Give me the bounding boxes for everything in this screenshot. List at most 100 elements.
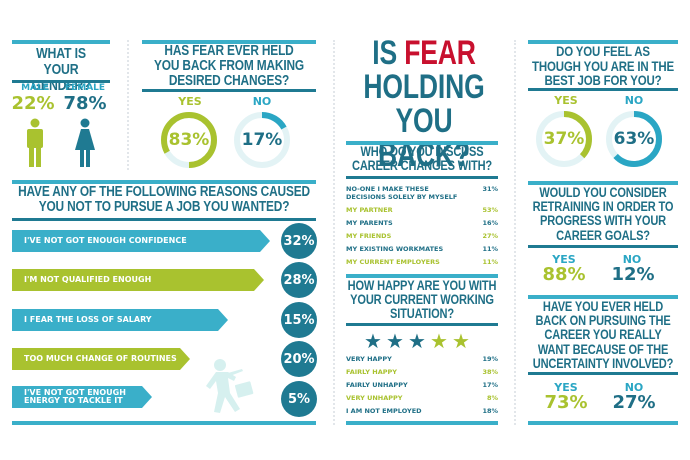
row-value: 38% <box>482 368 498 376</box>
top-rule <box>528 295 678 299</box>
row-label: I AM NOT EMPLOYED <box>346 407 422 415</box>
top-rule <box>12 180 316 184</box>
row-value: 18% <box>482 407 498 415</box>
column-divider <box>514 40 516 425</box>
no-label: NO <box>252 95 272 108</box>
divider-rule <box>12 80 110 83</box>
yes-label: YES <box>552 253 576 266</box>
top-rule <box>12 40 110 44</box>
row-label: MY FRIENDS <box>346 232 392 240</box>
male-value: 22% <box>11 93 55 114</box>
no-value: 27% <box>612 392 656 413</box>
walking-businessman-icon <box>206 359 254 413</box>
reason-value-badge: 15% <box>281 302 317 338</box>
reason-label: I'VE NOT GOT ENOUGH ENERGY TO TACKLE IT <box>24 388 126 405</box>
female-person-icon <box>75 118 95 167</box>
happy-row: VERY HAPPY 19% <box>346 355 498 363</box>
row-value: 8% <box>486 394 498 402</box>
row-label: NO-ONE I MAKE THESE DECISIONS SOLELY BY … <box>346 185 458 202</box>
no-value: 63% <box>613 129 655 149</box>
row-value: 17% <box>482 381 498 389</box>
row-value: 53% <box>482 206 498 214</box>
star-icon: ★ <box>430 329 448 353</box>
reason-bar-qualified: I'M NOT QUALIFIED ENOUGH <box>12 269 264 291</box>
no-value: 12% <box>611 264 655 285</box>
top-rule <box>528 181 678 185</box>
row-value: 11% <box>482 258 498 266</box>
yes-value: 88% <box>542 264 586 285</box>
star-icon: ★ <box>408 329 426 353</box>
row-label: VERY UNHAPPY <box>346 394 403 402</box>
yes-value: 83% <box>168 130 210 150</box>
row-value: 27% <box>482 232 498 240</box>
best-job-question: DO YOU FEEL AS THOUGH YOU ARE IN THE BES… <box>532 43 674 89</box>
top-rule <box>142 40 316 44</box>
happy-row: FAIRLY UNHAPPY 17% <box>346 381 498 389</box>
discuss-row: MY FRIENDS 27% <box>346 232 498 240</box>
title-line-1: IS FEAR <box>351 36 498 70</box>
no-label: NO <box>624 381 644 394</box>
row-label: MY CURRENT EMPLOYERS <box>346 258 440 266</box>
discuss-row: MY PARTNER 53% <box>346 206 498 214</box>
row-label: FAIRLY HAPPY <box>346 368 397 376</box>
yes-donut-chart: 37% <box>535 110 593 168</box>
yes-label: YES <box>178 95 202 108</box>
yes-value: 73% <box>544 392 588 413</box>
yes-label: YES <box>554 94 578 107</box>
uncertainty-question: HAVE YOU EVER HELD BACK ON PURSUING THE … <box>532 299 674 371</box>
retraining-question: WOULD YOU CONSIDER RETRAINING IN ORDER T… <box>532 185 674 243</box>
no-label: NO <box>622 253 642 266</box>
column-divider <box>333 40 335 425</box>
discuss-question: WHO DO YOU DISCUSS CAREER CHANGES WITH? <box>351 144 493 174</box>
divider-rule <box>528 88 678 91</box>
happy-question: HOW HAPPY ARE YOU WITH YOUR CURRENT WORK… <box>347 278 497 322</box>
row-label: MY PARENTS <box>346 219 393 227</box>
reason-bar-salary: I FEAR THE LOSS OF SALARY <box>12 309 228 331</box>
star-icon: ★ <box>452 329 470 353</box>
reason-value-badge: 32% <box>281 223 317 259</box>
yes-value: 37% <box>543 129 585 149</box>
reason-label: I FEAR THE LOSS OF SALARY <box>24 315 152 324</box>
divider-rule <box>142 89 316 92</box>
top-rule <box>346 274 498 278</box>
female-value: 78% <box>63 93 107 114</box>
reason-bar-routines: TOO MUCH CHANGE OF ROUTINES <box>12 348 190 370</box>
row-label: MY PARTNER <box>346 206 393 214</box>
top-rule <box>346 141 498 145</box>
star-icon: ★ <box>364 329 382 353</box>
row-label: VERY HAPPY <box>346 355 392 363</box>
discuss-row: MY CURRENT EMPLOYERS 11% <box>346 258 498 266</box>
happy-row: FAIRLY HAPPY 38% <box>346 368 498 376</box>
happy-row: I AM NOT EMPLOYED 18% <box>346 407 498 415</box>
happy-row: VERY UNHAPPY 8% <box>346 394 498 402</box>
row-label: MY EXISTING WORKMATES <box>346 245 444 253</box>
reason-label: I'VE NOT GOT ENOUGH CONFIDENCE <box>24 236 187 245</box>
reason-value-badge: 28% <box>281 262 317 298</box>
reason-label: I'M NOT QUALIFIED ENOUGH <box>24 275 152 284</box>
top-rule <box>528 40 678 44</box>
discuss-row: NO-ONE I MAKE THESE DECISIONS SOLELY BY … <box>346 185 498 201</box>
bottom-rule <box>528 421 678 425</box>
reason-bar-energy: I'VE NOT GOT ENOUGH ENERGY TO TACKLE IT <box>12 386 152 408</box>
no-donut-chart: 63% <box>605 110 663 168</box>
divider-rule <box>346 176 498 179</box>
divider-rule <box>528 245 678 248</box>
row-value: 31% <box>482 185 498 193</box>
title-fear-word: FEAR <box>404 34 476 72</box>
divider-rule <box>12 218 316 221</box>
male-label: MALE <box>21 83 49 93</box>
row-value: 11% <box>482 245 498 253</box>
male-person-icon <box>27 118 43 167</box>
no-label: NO <box>624 94 644 107</box>
discuss-row: MY EXISTING WORKMATES 11% <box>346 245 498 253</box>
discuss-row: MY PARENTS 16% <box>346 219 498 227</box>
row-value: 16% <box>482 219 498 227</box>
bottom-rule <box>346 421 498 425</box>
column-divider <box>127 40 129 170</box>
title-line-2: HOLDING <box>363 68 485 106</box>
divider-rule <box>346 323 498 326</box>
reason-label: TOO MUCH CHANGE OF ROUTINES <box>24 354 177 363</box>
reason-bar-confidence: I'VE NOT GOT ENOUGH CONFIDENCE <box>12 230 270 252</box>
no-donut-chart: 17% <box>233 111 291 169</box>
reason-value-badge: 5% <box>281 381 317 417</box>
